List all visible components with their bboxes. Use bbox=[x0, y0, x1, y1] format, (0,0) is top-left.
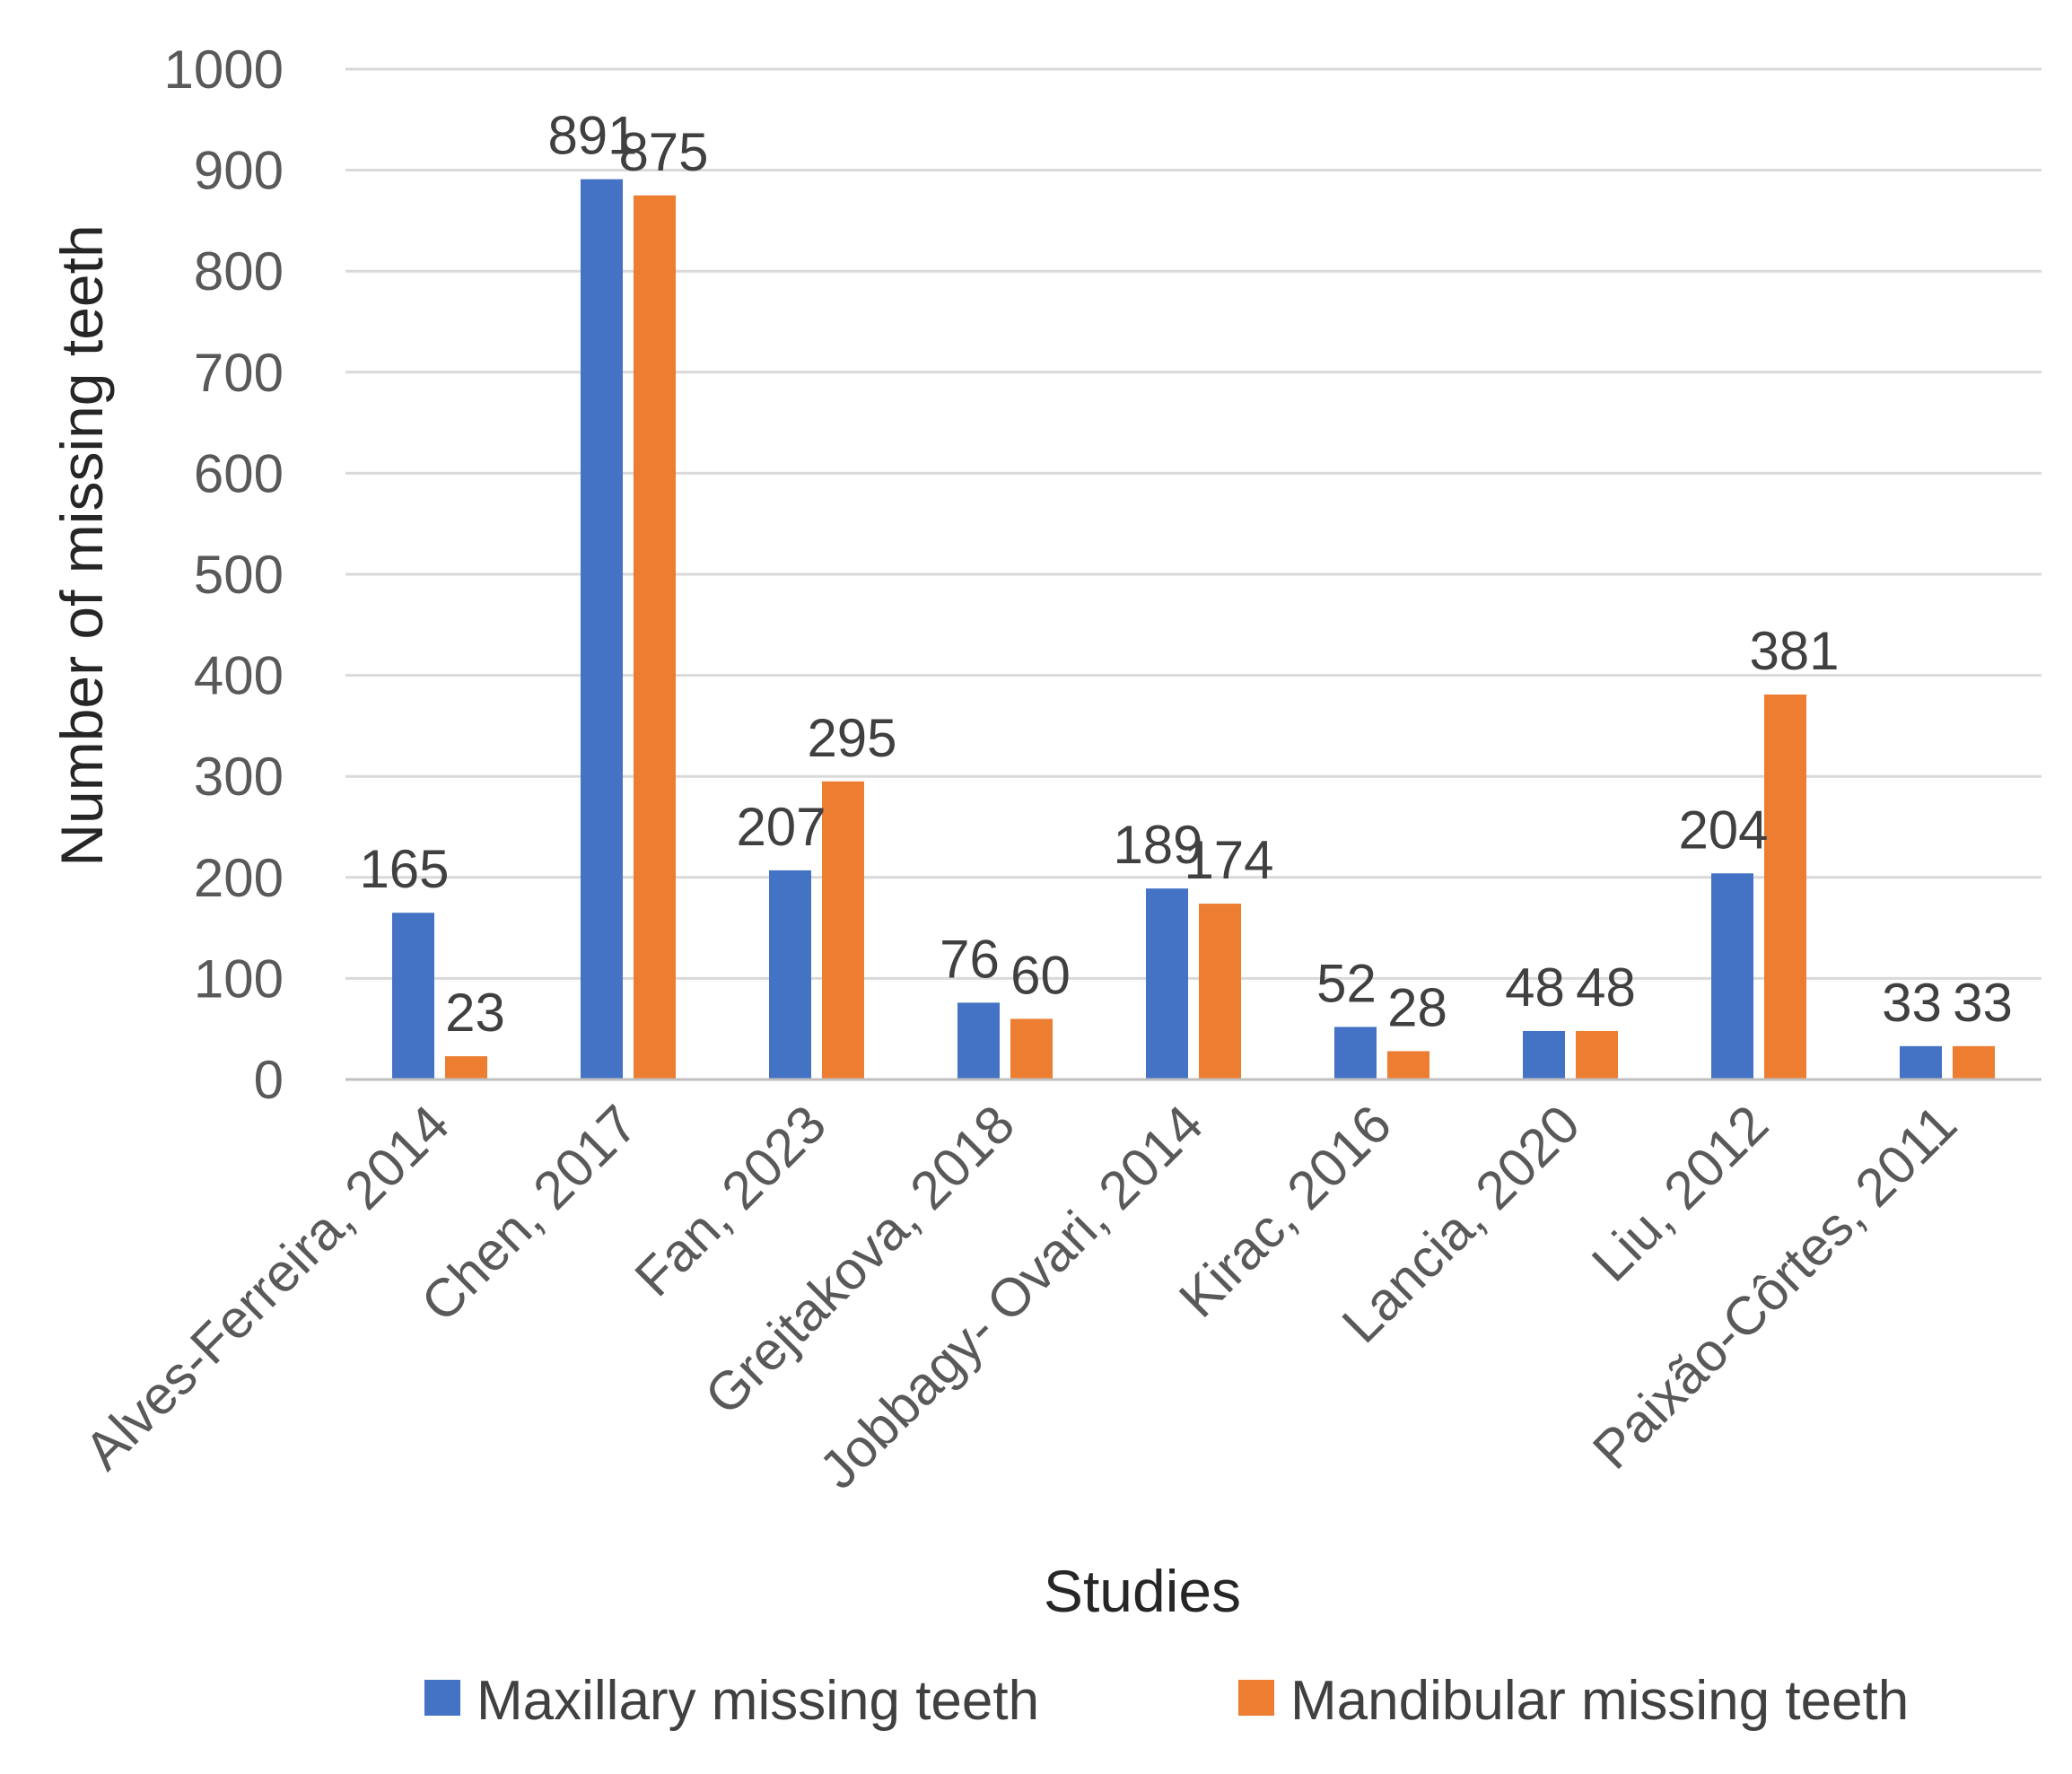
bar-mandibular-3 bbox=[1010, 1018, 1053, 1079]
y-tick-label: 300 bbox=[194, 747, 284, 807]
y-tick-label: 800 bbox=[194, 241, 284, 301]
bar-mandibular-1 bbox=[634, 195, 676, 1079]
data-label-maxillary-0: 165 bbox=[359, 839, 449, 899]
gridlines bbox=[345, 67, 2041, 980]
y-tick-label: 500 bbox=[194, 545, 284, 605]
y-axis-ticks: 0 100 200 300 400 500 600 700 800 900 1000 bbox=[164, 39, 284, 1110]
data-label-mandibular-5: 28 bbox=[1387, 977, 1447, 1037]
bar-maxillary-3 bbox=[957, 1002, 1000, 1079]
x-category-label-3: Grejtakova, 2018 bbox=[694, 1094, 1026, 1426]
bar-maxillary-4 bbox=[1146, 888, 1188, 1079]
bar-maxillary-8 bbox=[1900, 1045, 1942, 1079]
legend-swatch-maxillary bbox=[424, 1680, 460, 1716]
data-label-maxillary-4: 189 bbox=[1113, 815, 1202, 875]
bar-mandibular-7 bbox=[1764, 694, 1806, 1079]
y-tick-label: 600 bbox=[194, 443, 284, 503]
bar-mandibular-4 bbox=[1199, 904, 1241, 1079]
data-label-maxillary-3: 76 bbox=[940, 929, 1000, 989]
x-category-label-8: Paixão-Côrtes, 2011 bbox=[1581, 1094, 1968, 1481]
y-tick-label: 900 bbox=[194, 141, 284, 201]
data-label-mandibular-0: 23 bbox=[445, 983, 505, 1043]
data-label-maxillary-7: 204 bbox=[1678, 800, 1768, 860]
bar-maxillary-5 bbox=[1334, 1027, 1377, 1079]
data-label-maxillary-6: 48 bbox=[1505, 957, 1565, 1018]
data-label-mandibular-1: 875 bbox=[618, 122, 708, 182]
data-label-mandibular-8: 33 bbox=[1953, 973, 2013, 1033]
bar-maxillary-2 bbox=[769, 870, 811, 1079]
y-tick-label: 1000 bbox=[164, 39, 284, 100]
x-category-label-0: Alves-Ferreira, 2014 bbox=[73, 1094, 460, 1481]
data-label-maxillary-5: 52 bbox=[1316, 953, 1377, 1013]
legend-label-mandibular: Mandibular missing teeth bbox=[1290, 1670, 1909, 1732]
data-label-mandibular-3: 60 bbox=[1010, 945, 1071, 1005]
legend-label-maxillary: Maxillary missing teeth bbox=[476, 1670, 1039, 1732]
data-label-mandibular-4: 174 bbox=[1184, 830, 1273, 890]
bar-mandibular-6 bbox=[1576, 1030, 1618, 1079]
y-tick-label: 0 bbox=[254, 1050, 284, 1110]
data-label-maxillary-8: 33 bbox=[1882, 973, 1942, 1033]
data-label-maxillary-2: 207 bbox=[736, 797, 826, 857]
data-label-mandibular-2: 295 bbox=[807, 708, 896, 768]
y-tick-label: 700 bbox=[194, 343, 284, 403]
bar-mandibular-8 bbox=[1953, 1045, 1995, 1079]
bars bbox=[392, 179, 1995, 1079]
bar-maxillary-0 bbox=[392, 913, 434, 1079]
y-tick-label: 200 bbox=[194, 848, 284, 908]
data-label-maxillary-1: 891 bbox=[547, 106, 637, 166]
y-tick-label: 100 bbox=[194, 948, 284, 1009]
bar-mandibular-5 bbox=[1387, 1051, 1429, 1079]
y-axis-title: Number of missing teeth bbox=[48, 224, 115, 866]
data-label-mandibular-7: 381 bbox=[1749, 621, 1839, 681]
bar-mandibular-0 bbox=[445, 1056, 487, 1079]
x-category-label-7: Liu, 2012 bbox=[1580, 1094, 1779, 1293]
x-axis-title: Studies bbox=[1044, 1558, 1241, 1624]
data-label-mandibular-6: 48 bbox=[1576, 957, 1636, 1018]
bar-maxillary-6 bbox=[1523, 1030, 1565, 1079]
bar-mandibular-2 bbox=[822, 781, 864, 1079]
bar-maxillary-7 bbox=[1711, 873, 1753, 1079]
bar-maxillary-1 bbox=[581, 179, 623, 1079]
y-tick-label: 400 bbox=[194, 646, 284, 706]
legend: Maxillary missing teeth Mandibular missin… bbox=[424, 1670, 1909, 1732]
legend-swatch-mandibular bbox=[1238, 1680, 1274, 1716]
x-category-label-4: Jobbagy- Ovari, 2014 bbox=[808, 1094, 1214, 1500]
